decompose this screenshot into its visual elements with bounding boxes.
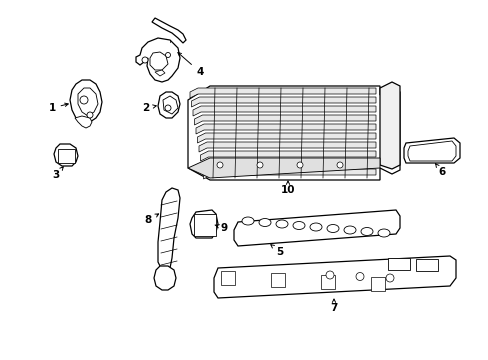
Text: 10: 10 <box>280 181 295 195</box>
Circle shape <box>385 274 393 282</box>
Polygon shape <box>158 92 180 118</box>
Circle shape <box>217 162 223 168</box>
Polygon shape <box>150 52 168 70</box>
Polygon shape <box>154 266 176 290</box>
Bar <box>387 258 409 270</box>
Ellipse shape <box>259 219 270 226</box>
Circle shape <box>355 273 363 280</box>
Bar <box>270 273 285 287</box>
Polygon shape <box>187 158 379 178</box>
Ellipse shape <box>343 226 355 234</box>
Ellipse shape <box>326 225 338 233</box>
Polygon shape <box>403 138 459 163</box>
Polygon shape <box>200 151 375 161</box>
Text: 3: 3 <box>52 167 63 180</box>
Polygon shape <box>234 210 399 246</box>
Bar <box>194 214 216 236</box>
Polygon shape <box>78 88 98 116</box>
Polygon shape <box>190 88 375 98</box>
Circle shape <box>296 162 303 168</box>
Ellipse shape <box>309 223 321 231</box>
Polygon shape <box>136 38 180 82</box>
Polygon shape <box>54 144 78 166</box>
Polygon shape <box>158 188 180 272</box>
Bar <box>320 275 334 289</box>
Text: 7: 7 <box>329 299 337 313</box>
Bar <box>370 277 384 291</box>
Polygon shape <box>75 116 92 128</box>
Text: 6: 6 <box>435 164 445 177</box>
Polygon shape <box>214 256 455 298</box>
Bar <box>58 149 75 163</box>
Circle shape <box>325 271 333 279</box>
Polygon shape <box>194 115 375 125</box>
Text: 5: 5 <box>270 245 283 257</box>
Text: 9: 9 <box>215 223 227 233</box>
Polygon shape <box>379 82 399 169</box>
Polygon shape <box>191 97 375 107</box>
Polygon shape <box>407 141 455 161</box>
Text: 1: 1 <box>48 103 68 113</box>
Polygon shape <box>196 124 375 134</box>
Polygon shape <box>199 142 375 152</box>
Ellipse shape <box>292 221 305 230</box>
Ellipse shape <box>377 229 389 237</box>
Polygon shape <box>187 86 399 180</box>
Circle shape <box>164 105 171 111</box>
Circle shape <box>257 162 263 168</box>
Polygon shape <box>163 96 178 114</box>
Polygon shape <box>152 18 185 43</box>
Polygon shape <box>202 160 375 170</box>
Polygon shape <box>70 80 102 122</box>
Ellipse shape <box>275 220 287 228</box>
Ellipse shape <box>360 228 372 235</box>
Polygon shape <box>190 210 218 238</box>
Bar <box>221 271 235 285</box>
Bar <box>415 259 437 271</box>
Text: 4: 4 <box>178 53 203 77</box>
Polygon shape <box>155 70 164 76</box>
Polygon shape <box>193 106 375 116</box>
Circle shape <box>80 96 88 104</box>
Polygon shape <box>197 133 375 143</box>
Polygon shape <box>203 169 375 179</box>
Text: 8: 8 <box>144 214 158 225</box>
Circle shape <box>165 53 170 58</box>
Text: 2: 2 <box>142 103 156 113</box>
Circle shape <box>87 112 93 118</box>
Ellipse shape <box>242 217 253 225</box>
Circle shape <box>336 162 342 168</box>
Circle shape <box>142 57 148 63</box>
